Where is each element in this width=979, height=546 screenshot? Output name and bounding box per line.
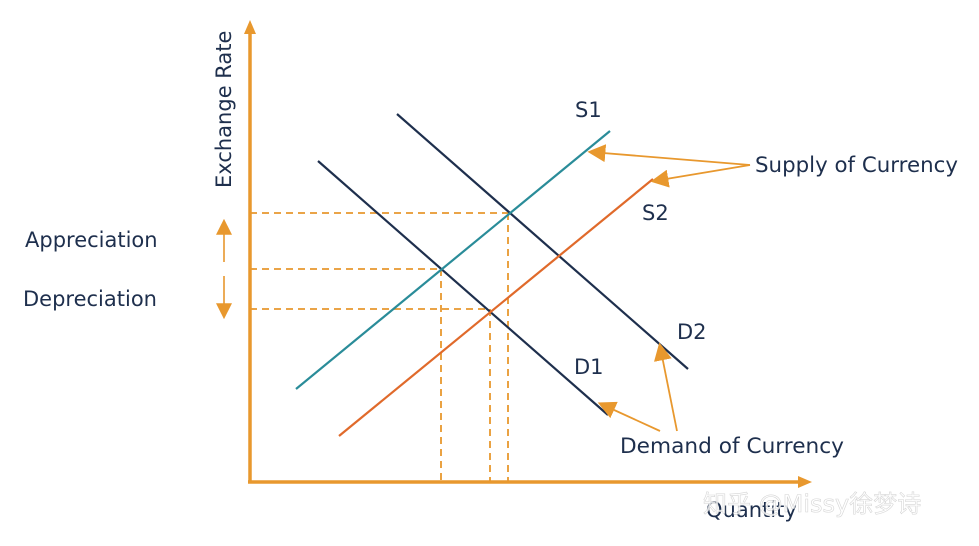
- y-axis-label: Exchange Rate: [212, 31, 236, 188]
- supply-pointer-s2: [650, 164, 751, 188]
- y-axis-arrow-icon: [244, 20, 256, 34]
- s2-label: S2: [642, 201, 669, 225]
- demand-curve-d1: [317, 160, 609, 416]
- x-axis-arrow-icon: [798, 476, 812, 488]
- demand-of-currency-label: Demand of Currency: [620, 434, 844, 458]
- supply-pointer-s1: [587, 144, 751, 166]
- x-axis-label: Quantity: [706, 498, 797, 522]
- depreciation-label: Depreciation: [23, 287, 157, 311]
- demand-pointer-d2: [653, 342, 678, 432]
- demand-pointer-d1: [597, 401, 661, 432]
- supply-curve-s1: [295, 130, 611, 390]
- d1-label: D1: [574, 355, 604, 379]
- dashed-guides: [250, 212, 509, 482]
- watermark: 知乎 @Missy徐梦诗: [703, 490, 921, 518]
- supply-curve-s2: [338, 178, 654, 437]
- s1-label: S1: [575, 98, 602, 122]
- demand-curve-d2: [396, 113, 689, 370]
- supply-of-currency-label: Supply of Currency: [755, 153, 958, 177]
- d2-label: D2: [677, 320, 707, 344]
- appreciation-label: Appreciation: [25, 228, 158, 252]
